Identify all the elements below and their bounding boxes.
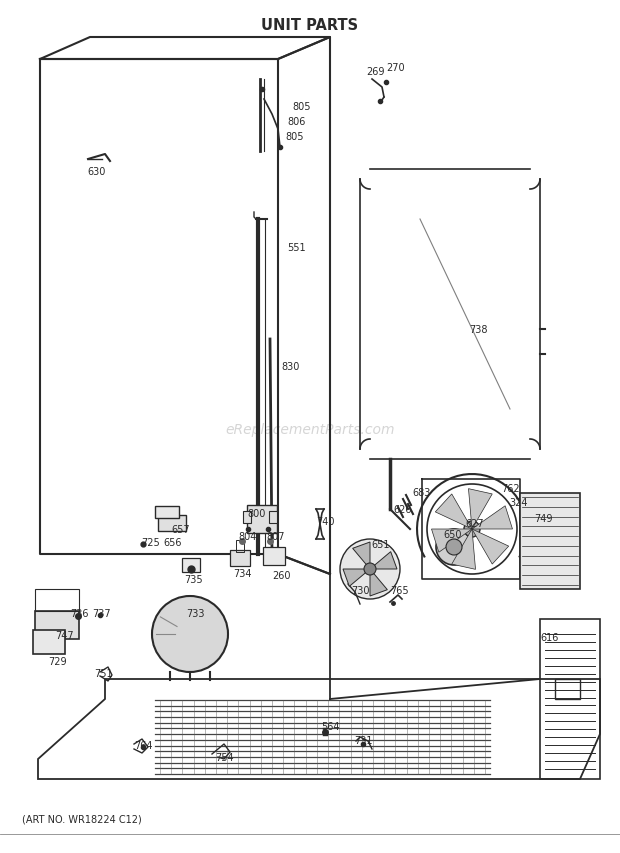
Circle shape bbox=[464, 521, 480, 537]
Text: 260: 260 bbox=[272, 571, 290, 580]
Bar bbox=[33, 630, 65, 654]
Circle shape bbox=[436, 530, 472, 566]
Circle shape bbox=[152, 596, 228, 672]
Bar bbox=[35, 589, 79, 612]
Circle shape bbox=[446, 539, 462, 555]
Bar bbox=[269, 512, 277, 524]
Text: 830: 830 bbox=[282, 362, 300, 372]
Text: 805: 805 bbox=[293, 102, 311, 112]
Bar bbox=[35, 612, 79, 639]
Bar bbox=[158, 515, 186, 531]
Polygon shape bbox=[472, 506, 513, 530]
Text: 616: 616 bbox=[541, 632, 559, 642]
Polygon shape bbox=[435, 495, 472, 530]
Polygon shape bbox=[370, 552, 397, 569]
Text: 738: 738 bbox=[469, 325, 487, 334]
Text: 804: 804 bbox=[239, 531, 257, 542]
Circle shape bbox=[340, 539, 400, 600]
Text: 734: 734 bbox=[232, 568, 251, 578]
Text: 725: 725 bbox=[141, 537, 161, 548]
Bar bbox=[182, 559, 200, 572]
Text: 764: 764 bbox=[134, 740, 153, 750]
Text: 324: 324 bbox=[510, 497, 528, 508]
Bar bbox=[236, 540, 244, 553]
Text: UNIT PARTS: UNIT PARTS bbox=[262, 18, 358, 33]
Text: 626: 626 bbox=[394, 504, 412, 514]
Text: 270: 270 bbox=[387, 63, 405, 73]
Polygon shape bbox=[343, 569, 370, 587]
Text: 749: 749 bbox=[534, 514, 552, 524]
Bar bbox=[230, 550, 250, 566]
Text: 657: 657 bbox=[172, 525, 190, 534]
Text: 805: 805 bbox=[286, 132, 304, 142]
Text: 627: 627 bbox=[466, 519, 484, 528]
Text: 683: 683 bbox=[413, 487, 431, 497]
Bar bbox=[243, 512, 251, 524]
Text: 733: 733 bbox=[186, 608, 204, 618]
Text: 735: 735 bbox=[184, 574, 202, 584]
Text: 656: 656 bbox=[164, 537, 182, 548]
Text: 736: 736 bbox=[70, 608, 88, 618]
Circle shape bbox=[364, 563, 376, 575]
Bar bbox=[247, 506, 277, 533]
Bar bbox=[520, 493, 580, 589]
Text: 564: 564 bbox=[321, 721, 339, 731]
Text: 730: 730 bbox=[351, 585, 370, 595]
Bar bbox=[155, 507, 179, 519]
Text: (ART NO. WR18224 C12): (ART NO. WR18224 C12) bbox=[22, 814, 142, 824]
Text: 269: 269 bbox=[366, 67, 384, 77]
Text: 754: 754 bbox=[215, 752, 233, 762]
Bar bbox=[263, 548, 285, 566]
Polygon shape bbox=[472, 530, 508, 565]
Polygon shape bbox=[353, 543, 370, 569]
Text: 651: 651 bbox=[372, 539, 390, 549]
Text: 740: 740 bbox=[316, 516, 334, 526]
Text: 807: 807 bbox=[267, 531, 285, 542]
Text: 747: 747 bbox=[55, 630, 73, 641]
Text: 751: 751 bbox=[94, 668, 112, 678]
Text: 800: 800 bbox=[248, 508, 266, 519]
Text: 630: 630 bbox=[88, 167, 106, 177]
Polygon shape bbox=[370, 569, 388, 596]
Polygon shape bbox=[469, 489, 492, 530]
Text: 762: 762 bbox=[501, 484, 520, 493]
Polygon shape bbox=[452, 530, 476, 570]
Text: 765: 765 bbox=[390, 585, 409, 595]
Text: 551: 551 bbox=[286, 243, 305, 252]
Text: 737: 737 bbox=[92, 608, 110, 618]
Text: 731: 731 bbox=[354, 735, 372, 746]
Text: eReplacementParts.com: eReplacementParts.com bbox=[225, 422, 395, 437]
Text: 650: 650 bbox=[444, 530, 463, 539]
Text: 729: 729 bbox=[48, 656, 66, 666]
Text: 806: 806 bbox=[288, 117, 306, 127]
Bar bbox=[555, 679, 580, 699]
Polygon shape bbox=[432, 530, 472, 553]
